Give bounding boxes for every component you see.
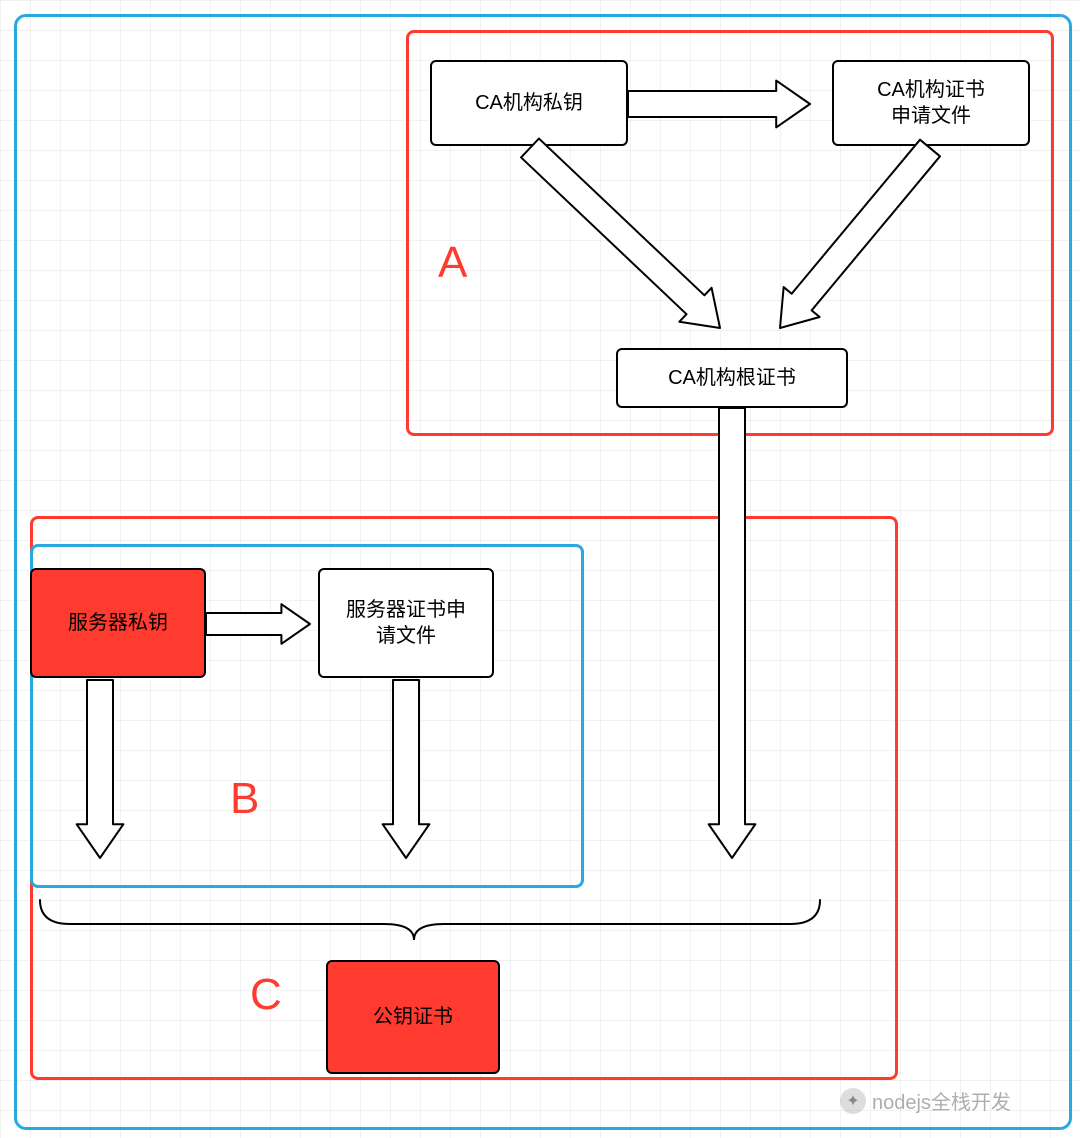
node-label: 公钥证书 [373,1004,453,1030]
region-label-a: A [438,238,467,288]
watermark: ✦ nodejs全栈开发 [840,1086,1011,1115]
node-label: CA机构私钥 [475,90,583,116]
region-label-b: B [230,774,259,824]
node-label: 服务器证书申 请文件 [346,597,466,649]
node-server-private-key: 服务器私钥 [30,568,206,678]
region-label-c: C [250,970,282,1020]
diagram-canvas: CA机构私钥 CA机构证书 申请文件 CA机构根证书 服务器私钥 服务器证书申 … [0,0,1080,1138]
node-ca-cert-request: CA机构证书 申请文件 [832,60,1030,146]
node-public-cert: 公钥证书 [326,960,500,1074]
node-label: CA机构证书 申请文件 [877,77,985,129]
node-label: 服务器私钥 [68,610,168,636]
node-ca-private-key: CA机构私钥 [430,60,628,146]
node-label: CA机构根证书 [668,365,796,391]
watermark-text: nodejs全栈开发 [872,1086,1011,1115]
node-ca-root-cert: CA机构根证书 [616,348,848,408]
wechat-icon: ✦ [840,1088,866,1114]
node-server-cert-request: 服务器证书申 请文件 [318,568,494,678]
